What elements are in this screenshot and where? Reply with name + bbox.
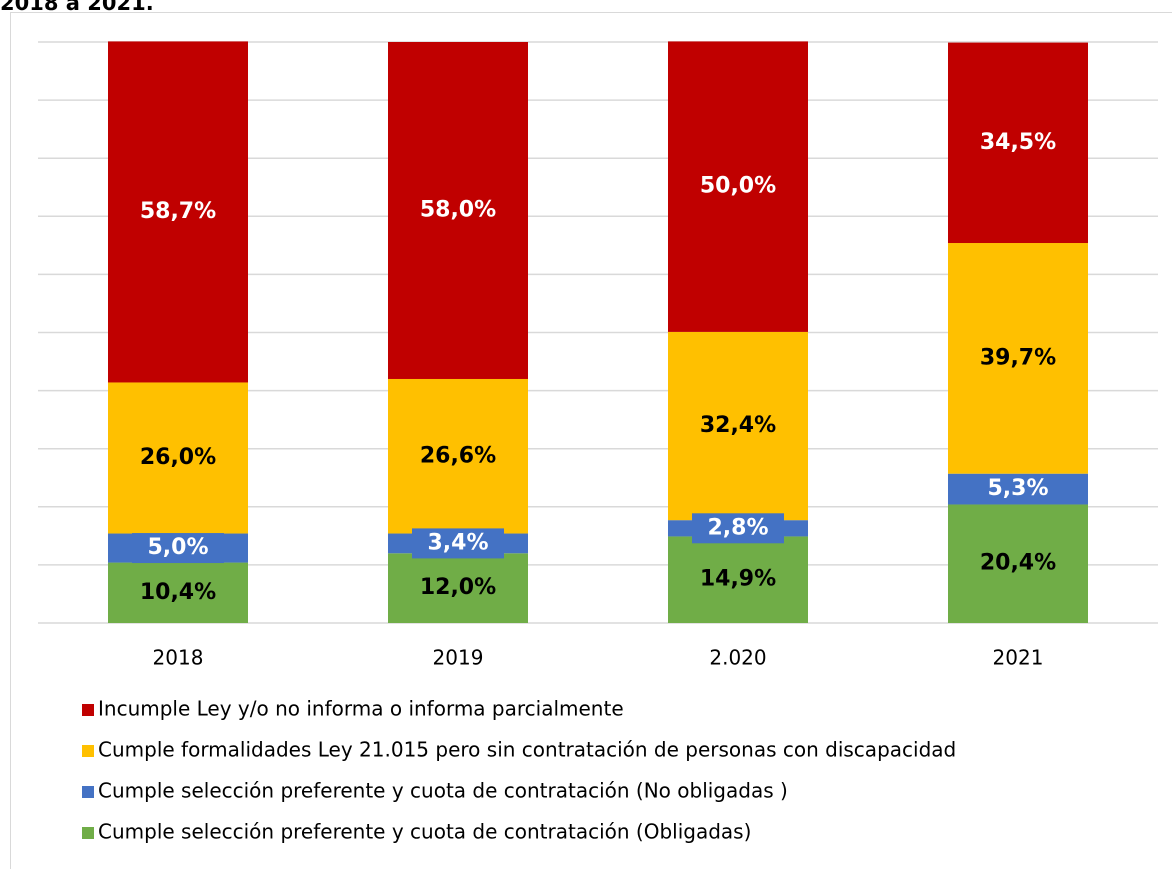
bar-segment (388, 553, 528, 623)
data-label: 39,7% (980, 345, 1056, 370)
bar-segment (108, 562, 248, 623)
data-label: 3,4% (427, 530, 488, 555)
bar-segment (108, 382, 248, 534)
label-box (692, 513, 784, 544)
x-tick-label: 2021 (993, 646, 1044, 670)
chart-border (10, 12, 1172, 869)
data-label: 58,7% (140, 199, 216, 224)
data-label: 58,0% (420, 197, 496, 222)
bar-segment (108, 41, 248, 383)
legend-swatch (82, 786, 94, 798)
data-label: 32,4% (700, 413, 776, 438)
x-tick-label: 2018 (153, 646, 204, 670)
bar-segment (668, 41, 808, 332)
data-label: 26,6% (420, 443, 496, 468)
x-tick-label: 2.020 (709, 646, 766, 670)
legend-swatch (82, 704, 94, 716)
chart-title: 2018 a 2021. (0, 0, 154, 15)
legend-swatch (82, 745, 94, 757)
bar-segment (948, 504, 1088, 623)
legend-label: Cumple selección preferente y cuota de c… (98, 820, 751, 844)
bar-segment (948, 42, 1088, 244)
data-label: 12,0% (420, 575, 496, 600)
legend-label: Cumple formalidades Ley 21.015 pero sin … (98, 738, 956, 762)
legend-label: Incumple Ley y/o no informa o informa pa… (98, 697, 624, 721)
data-label: 2,8% (707, 515, 768, 540)
data-label: 5,0% (147, 535, 208, 560)
bar-segment (388, 42, 528, 379)
label-box (132, 533, 224, 564)
bar-segment (668, 331, 808, 521)
data-label: 5,3% (987, 476, 1048, 501)
data-label: 10,4% (140, 580, 216, 605)
data-label: 26,0% (140, 445, 216, 470)
legend-label: Cumple selección preferente y cuota de c… (98, 779, 788, 803)
label-box (972, 474, 1064, 505)
data-label: 50,0% (700, 174, 776, 199)
data-label: 20,4% (980, 551, 1056, 576)
bar-segment (388, 378, 528, 534)
bar-segment (948, 243, 1088, 474)
label-box (412, 528, 504, 559)
legend-swatch (82, 827, 94, 839)
data-label: 34,5% (980, 130, 1056, 155)
x-tick-label: 2019 (433, 646, 484, 670)
bar-segment (668, 536, 808, 623)
data-label: 14,9% (700, 567, 776, 592)
